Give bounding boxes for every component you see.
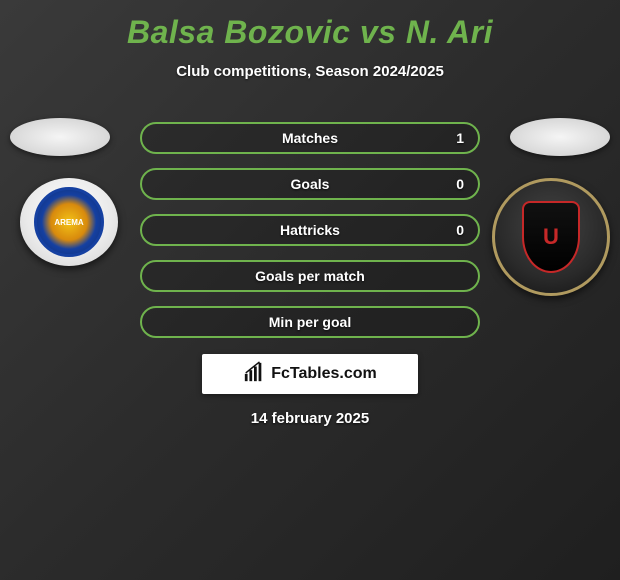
player-avatar-left bbox=[10, 118, 110, 156]
stat-label: Hattricks bbox=[280, 222, 340, 238]
stat-row-min-per-goal: Min per goal bbox=[140, 306, 480, 338]
stats-container: Matches 1 Goals 0 Hattricks 0 Goals per … bbox=[140, 122, 480, 352]
club-badge-left-inner: AREMA bbox=[34, 187, 104, 257]
bar-chart-icon bbox=[243, 361, 265, 388]
club-badge-left: AREMA bbox=[20, 178, 118, 266]
subtitle: Club competitions, Season 2024/2025 bbox=[0, 63, 620, 80]
brand-link[interactable]: FcTables.com bbox=[202, 354, 418, 394]
stat-value-right: 0 bbox=[456, 222, 464, 238]
page-title: Balsa Bozovic vs N. Ari bbox=[0, 0, 620, 51]
stat-label: Min per goal bbox=[269, 314, 351, 330]
stat-label: Goals per match bbox=[255, 268, 365, 284]
date-label: 14 february 2025 bbox=[0, 410, 620, 427]
club-badge-right: U bbox=[492, 178, 610, 296]
club-badge-right-inner: U bbox=[522, 201, 580, 273]
stat-row-hattricks: Hattricks 0 bbox=[140, 214, 480, 246]
stat-row-goals: Goals 0 bbox=[140, 168, 480, 200]
stat-row-goals-per-match: Goals per match bbox=[140, 260, 480, 292]
stat-label: Goals bbox=[291, 176, 330, 192]
stat-value-right: 1 bbox=[456, 130, 464, 146]
stat-label: Matches bbox=[282, 130, 338, 146]
stat-value-right: 0 bbox=[456, 176, 464, 192]
brand-label: FcTables.com bbox=[271, 365, 377, 383]
stat-row-matches: Matches 1 bbox=[140, 122, 480, 154]
player-avatar-right bbox=[510, 118, 610, 156]
